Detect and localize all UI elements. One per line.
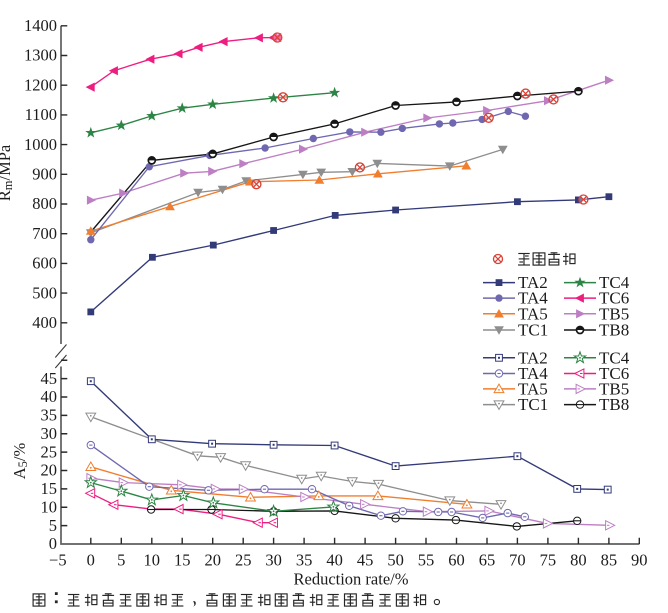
svg-text:55: 55 (418, 550, 435, 569)
svg-text:60: 60 (448, 550, 465, 569)
svg-text:35: 35 (41, 406, 58, 425)
svg-text:30: 30 (41, 424, 58, 443)
svg-text:90: 90 (631, 550, 648, 569)
svg-text:10: 10 (41, 497, 58, 516)
svg-text:45: 45 (357, 550, 374, 569)
svg-text:5: 5 (49, 516, 57, 535)
svg-text:1300: 1300 (24, 46, 57, 65)
svg-text:80: 80 (570, 550, 587, 569)
svg-text:Reduction rate/%: Reduction rate/% (293, 570, 408, 589)
svg-text:TC4: TC4 (599, 273, 630, 292)
svg-text:15: 15 (41, 479, 58, 498)
svg-text:TB8: TB8 (599, 321, 629, 340)
svg-text:TA2: TA2 (518, 348, 548, 367)
svg-text:65: 65 (479, 550, 496, 569)
svg-text:900: 900 (32, 165, 57, 184)
svg-text:−5: −5 (49, 550, 67, 569)
svg-text:TB5: TB5 (599, 304, 629, 323)
svg-text:A5/%: A5/% (10, 443, 30, 480)
svg-text:0: 0 (49, 534, 57, 553)
svg-text:TA2: TA2 (518, 273, 548, 292)
svg-text:800: 800 (32, 194, 57, 213)
svg-text:25: 25 (235, 550, 252, 569)
svg-text:600: 600 (32, 254, 57, 273)
svg-text:25: 25 (41, 442, 58, 461)
svg-text:TC4: TC4 (599, 348, 630, 367)
svg-text:TC1: TC1 (518, 321, 548, 340)
svg-text:40: 40 (41, 387, 58, 406)
svg-text:1000: 1000 (24, 135, 57, 154)
svg-text:TA4: TA4 (518, 364, 548, 383)
svg-text:85: 85 (601, 550, 618, 569)
svg-text:15: 15 (174, 550, 191, 569)
svg-text:1200: 1200 (24, 75, 57, 94)
svg-text:TC1: TC1 (518, 395, 548, 414)
svg-text:Rm/MPa: Rm/MPa (0, 144, 15, 201)
svg-text:20: 20 (41, 461, 58, 480)
svg-text:75: 75 (540, 550, 557, 569)
svg-text:TC6: TC6 (599, 364, 629, 383)
svg-text:TB8: TB8 (599, 395, 629, 414)
svg-text:30: 30 (265, 550, 282, 569)
svg-text:400: 400 (32, 313, 57, 332)
svg-text:TA4: TA4 (518, 289, 548, 308)
svg-text:500: 500 (32, 283, 57, 302)
svg-text:70: 70 (509, 550, 526, 569)
svg-text:TB5: TB5 (599, 379, 629, 398)
svg-text:50: 50 (387, 550, 404, 569)
svg-text:700: 700 (32, 224, 57, 243)
svg-text:TA5: TA5 (518, 304, 548, 323)
svg-text:TA5: TA5 (518, 379, 548, 398)
svg-text:45: 45 (41, 369, 58, 388)
svg-text:20: 20 (204, 550, 221, 569)
svg-text:35: 35 (296, 550, 313, 569)
svg-text:TC6: TC6 (599, 289, 629, 308)
svg-text:10: 10 (144, 550, 161, 569)
svg-text:40: 40 (326, 550, 343, 569)
svg-text:1400: 1400 (24, 16, 57, 35)
svg-text:1100: 1100 (25, 105, 57, 124)
svg-text:0: 0 (87, 550, 95, 569)
svg-text:5: 5 (117, 550, 125, 569)
